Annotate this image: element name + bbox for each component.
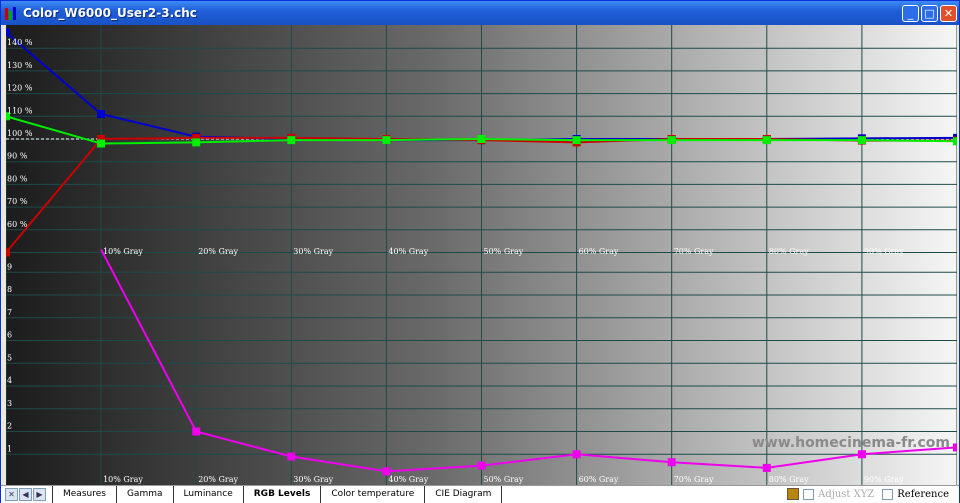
y-tick-label: 1 xyxy=(7,444,12,453)
y-tick-label: 60 % xyxy=(7,220,28,229)
title-bar[interactable]: Color_W6000_User2-3.chc _ □ ✕ xyxy=(1,1,959,25)
data-point xyxy=(477,135,486,143)
y-tick-label: 6 xyxy=(7,331,12,340)
y-tick-label: 80 % xyxy=(7,174,28,183)
x-tick-label: 50% Gray xyxy=(484,247,524,256)
app-icon xyxy=(5,6,19,20)
y-tick-label: 120 % xyxy=(7,84,33,93)
tab-measures[interactable]: Measures xyxy=(52,486,116,503)
tab-color-temperature[interactable]: Color temperature xyxy=(320,486,424,503)
y-tick-label: 130 % xyxy=(7,61,33,70)
x-tick-label: 70% Gray xyxy=(674,247,714,256)
y-tick-label: 8 xyxy=(7,285,12,294)
y-tick-label: 4 xyxy=(7,376,12,385)
series-line xyxy=(100,249,957,473)
prev-tab-icon[interactable]: ◀ xyxy=(19,488,32,501)
data-point xyxy=(762,463,771,472)
adjust-xyz-label: Adjust XYZ xyxy=(818,488,875,500)
tab-gamma[interactable]: Gamma xyxy=(115,486,173,503)
status-area: Adjust XYZ Reference xyxy=(787,485,949,503)
x-tick-label: 70% Gray xyxy=(674,475,714,484)
data-point xyxy=(97,139,106,148)
next-tab-icon[interactable]: ▶ xyxy=(33,488,46,501)
target-icon[interactable] xyxy=(787,488,800,500)
reference-checkbox[interactable] xyxy=(882,488,894,500)
y-tick-label: 2 xyxy=(7,422,12,431)
x-tick-label: 30% Gray xyxy=(293,247,333,256)
y-tick-label: 70 % xyxy=(7,197,28,206)
close-tab-icon[interactable]: ✕ xyxy=(5,488,18,501)
data-point xyxy=(192,133,201,142)
data-point xyxy=(382,467,391,476)
data-point xyxy=(97,110,106,119)
data-point xyxy=(762,136,771,145)
y-tick-label: 9 xyxy=(7,262,12,271)
x-tick-label: 80% Gray xyxy=(769,475,809,484)
window-title: Color_W6000_User2-3.chc xyxy=(23,6,197,20)
x-tick-label: 30% Gray xyxy=(293,475,333,484)
tab-rgb-levels[interactable]: RGB Levels xyxy=(242,486,321,503)
data-point xyxy=(287,452,296,461)
y-tick-label: 5 xyxy=(7,353,12,362)
y-tick-label: 3 xyxy=(7,399,12,408)
x-tick-label: 60% Gray xyxy=(579,475,619,484)
data-point xyxy=(953,137,957,146)
data-point xyxy=(667,458,676,467)
y-tick-label: 100 % xyxy=(7,129,33,138)
x-tick-label: 90% Gray xyxy=(864,475,904,484)
tab-cie-diagram[interactable]: CIE Diagram xyxy=(424,486,501,503)
minimize-button[interactable]: _ xyxy=(902,5,919,22)
maximize-button[interactable]: □ xyxy=(921,5,938,22)
data-point xyxy=(192,427,201,436)
data-point xyxy=(857,450,866,459)
data-point xyxy=(192,138,201,147)
close-button[interactable]: ✕ xyxy=(940,5,957,22)
data-point xyxy=(953,443,957,452)
y-tick-label: 110 % xyxy=(7,106,33,115)
y-tick-label: 7 xyxy=(7,308,12,317)
data-point xyxy=(6,28,10,37)
tab-end xyxy=(501,486,522,503)
x-tick-label: 10% Gray xyxy=(103,247,143,256)
data-point xyxy=(6,248,10,257)
x-tick-label: 20% Gray xyxy=(198,475,238,484)
x-tick-label: 60% Gray xyxy=(579,247,619,256)
tab-luminance[interactable]: Luminance xyxy=(172,486,243,503)
y-tick-label: 140 % xyxy=(7,38,33,47)
x-tick-label: 20% Gray xyxy=(198,247,238,256)
x-tick-label: 80% Gray xyxy=(769,247,809,256)
watermark: www.homecinema-fr.com xyxy=(752,435,950,451)
reference-label: Reference xyxy=(897,488,949,500)
x-tick-label: 90% Gray xyxy=(864,247,904,256)
x-tick-label: 40% Gray xyxy=(388,475,428,484)
data-point xyxy=(6,112,10,121)
adjust-xyz-checkbox[interactable] xyxy=(803,488,815,500)
data-point xyxy=(477,461,486,470)
data-point xyxy=(382,136,391,145)
y-tick-label: 90 % xyxy=(7,152,28,161)
x-tick-label: 50% Gray xyxy=(484,475,524,484)
tab-bar: ✕ ◀ ▶ Measures Gamma Luminance RGB Level… xyxy=(1,485,959,503)
x-tick-label: 10% Gray xyxy=(103,475,143,484)
data-point xyxy=(572,136,581,145)
data-point xyxy=(667,136,676,145)
data-point xyxy=(572,450,581,459)
rgb-levels-chart: 60 % 70 % 80 % 90 % 100 % 110 % 120 % 130 % 140 … xyxy=(6,25,957,485)
x-tick-label: 40% Gray xyxy=(388,247,428,256)
data-point xyxy=(287,136,296,145)
data-point xyxy=(857,136,866,145)
data-point xyxy=(97,135,106,143)
